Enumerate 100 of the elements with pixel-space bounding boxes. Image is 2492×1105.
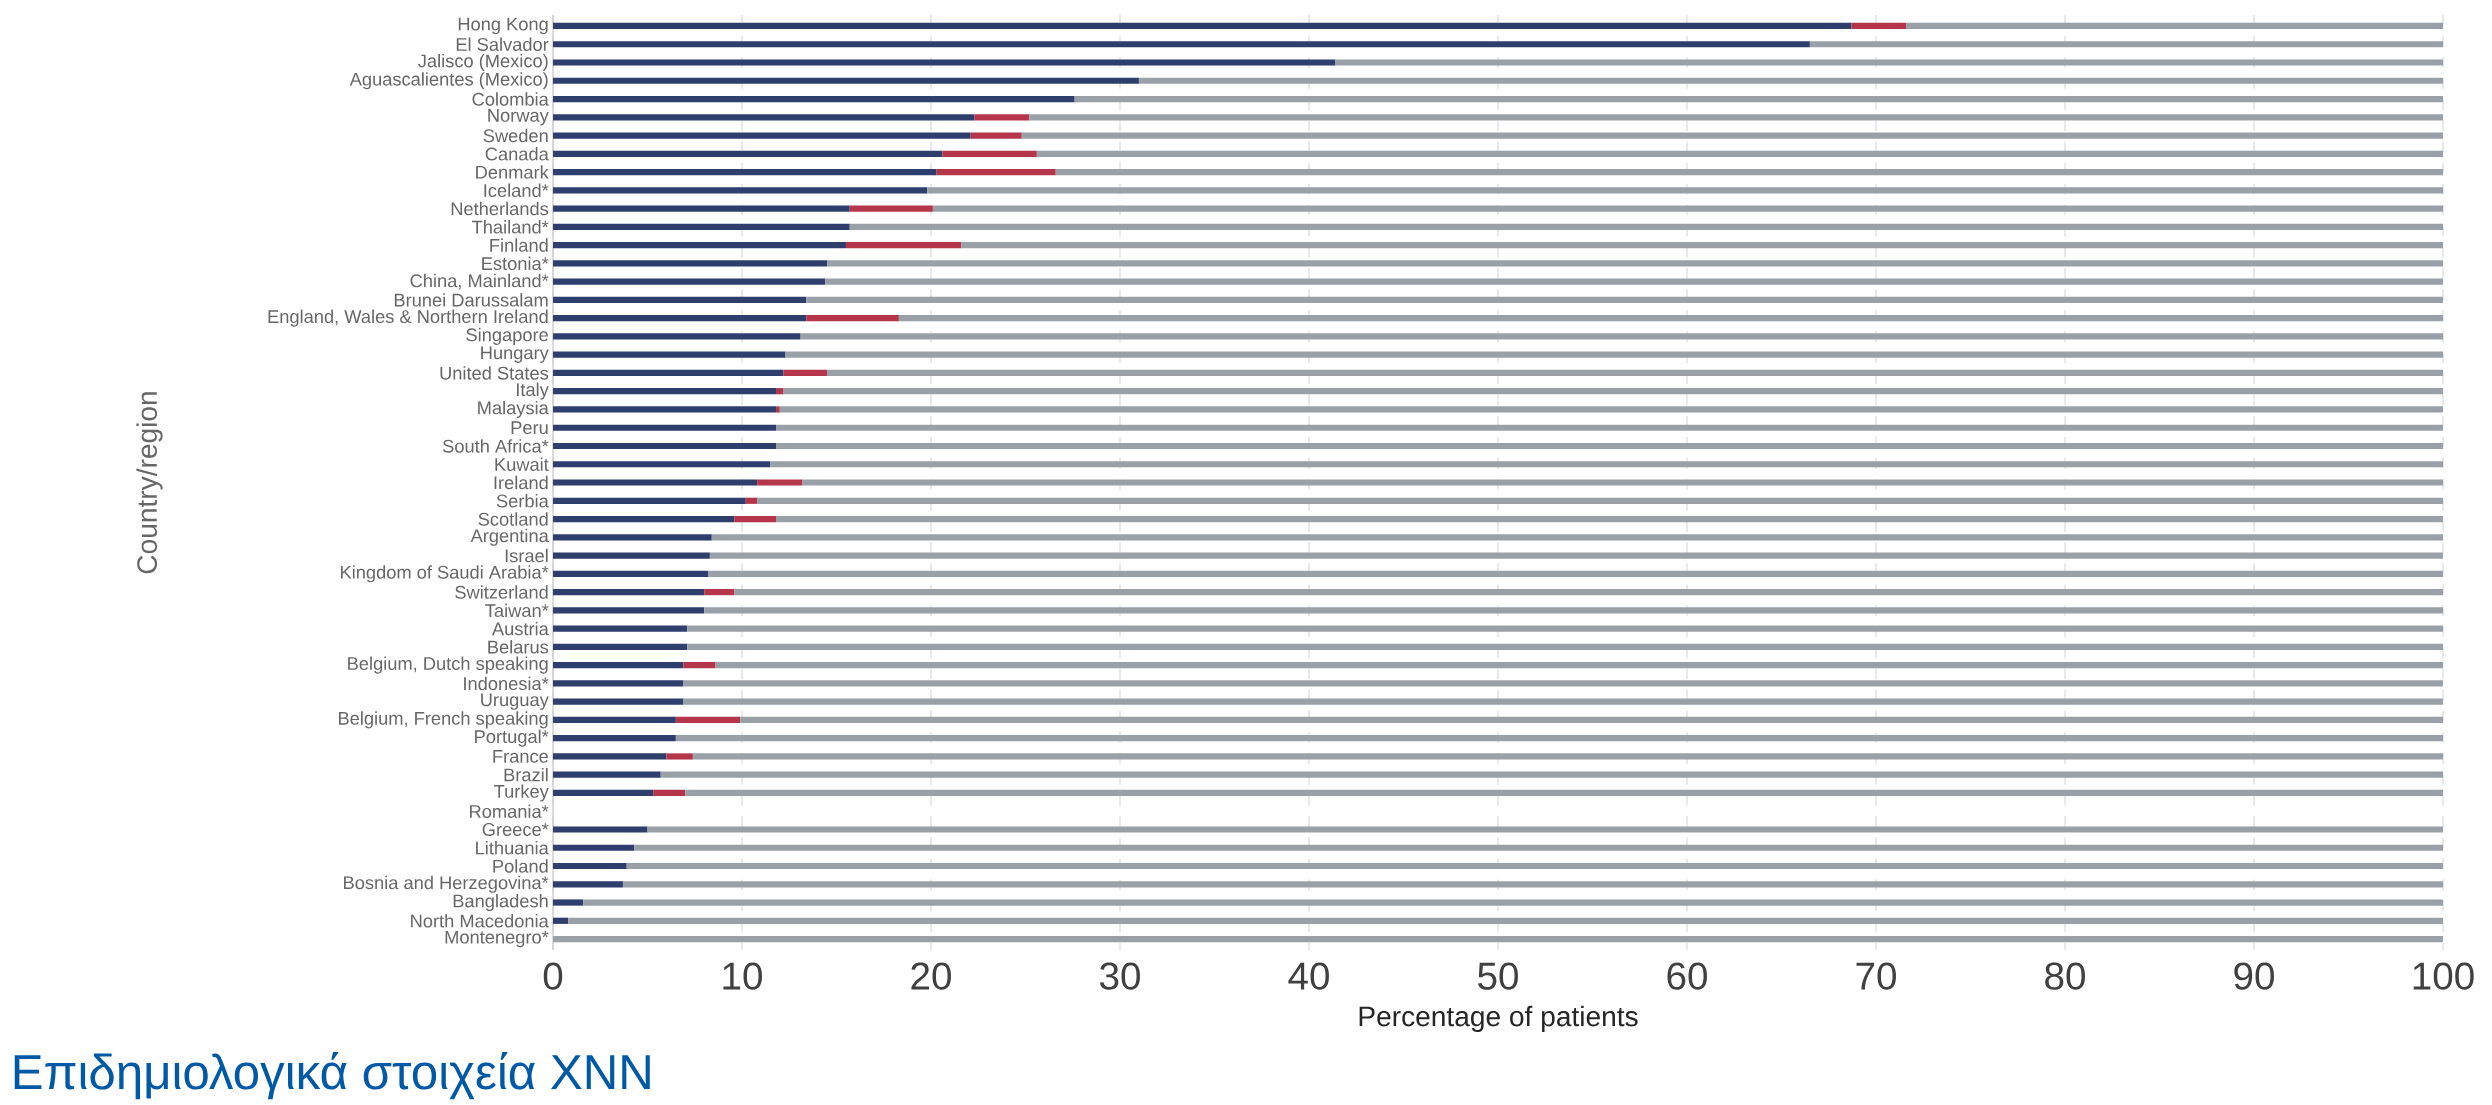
bar — [806, 315, 899, 322]
x-axis-title: Percentage of patients — [1359, 1005, 1638, 1032]
bar — [553, 22, 1852, 30]
bar — [974, 114, 1030, 121]
bar — [1074, 95, 2444, 103]
bar — [961, 242, 2444, 249]
bar — [692, 753, 2444, 760]
bar — [553, 351, 786, 358]
bar — [568, 917, 2444, 924]
bar — [970, 132, 1022, 139]
bar — [776, 515, 2444, 523]
y-tick-label: Switzerland — [455, 585, 548, 599]
bar — [653, 789, 686, 797]
x-tick-label: 60 — [1667, 962, 1707, 990]
bar — [553, 899, 584, 906]
bar — [1021, 132, 2444, 139]
y-tick-label: Norway — [488, 109, 549, 126]
bar — [776, 424, 2444, 431]
bar — [553, 588, 705, 596]
bar — [553, 716, 676, 724]
y-tick-label: Jalisco (Mexico) — [418, 53, 548, 72]
bar — [553, 114, 975, 121]
bar — [553, 826, 648, 833]
y-tick-label: Colombia — [472, 92, 549, 106]
bar — [553, 735, 676, 742]
y-tick-label: Turkey — [494, 784, 549, 802]
bar — [553, 881, 623, 888]
bar — [1809, 41, 2444, 48]
y-tick-label: Brunei Darussalam — [394, 293, 548, 307]
bar — [553, 77, 1139, 84]
bar — [553, 534, 712, 541]
bar — [707, 570, 2444, 577]
x-tick-label: 100 — [2413, 962, 2474, 990]
y-tick-label: Belgium, Dutch speaking — [348, 656, 548, 674]
y-tick-label: Belgium, French speaking — [338, 711, 548, 729]
y-tick-label: Bangladesh — [453, 893, 548, 912]
bar — [553, 406, 777, 413]
bar — [776, 442, 2444, 450]
bar — [783, 388, 2444, 395]
bar — [553, 479, 758, 486]
bar — [827, 260, 2444, 267]
y-tick-label: Peru — [511, 421, 548, 435]
bar — [683, 698, 2444, 705]
bar — [1138, 77, 2444, 84]
bar — [757, 479, 803, 486]
bar — [927, 187, 2444, 194]
x-tick-label: 30 — [1100, 962, 1140, 990]
bar — [770, 461, 2444, 468]
y-tick-label: Montenegro* — [445, 930, 549, 948]
y-tick-label: El Salvador — [456, 37, 549, 51]
y-tick-label: Poland — [493, 859, 548, 873]
bar — [660, 771, 2444, 778]
x-tick-label: 0 — [543, 962, 563, 990]
bar — [785, 351, 2444, 358]
bar — [553, 168, 937, 176]
y-tick-label: Aguascalientes (Mexico) — [349, 72, 548, 90]
y-tick-label: China, Mainland* — [410, 273, 549, 290]
y-tick-label: Hong Kong — [458, 17, 548, 35]
bar — [800, 333, 2444, 340]
bar — [687, 643, 2444, 650]
bar — [553, 570, 708, 577]
y-tick-label: Romania* — [470, 804, 549, 818]
bar — [553, 935, 2444, 943]
bar — [553, 242, 846, 249]
y-tick-label: Ireland — [494, 475, 548, 490]
y-tick-label: Lithuania — [476, 841, 549, 855]
x-tick-label: 40 — [1288, 962, 1329, 990]
bar — [849, 223, 2444, 230]
bar — [898, 315, 2444, 322]
bar — [776, 406, 780, 413]
y-tick-label: Portugal* — [475, 729, 549, 747]
bar — [734, 515, 777, 523]
x-tick-label: 50 — [1478, 962, 1518, 990]
bar — [553, 41, 1810, 48]
bar — [827, 369, 2444, 377]
bar — [553, 278, 826, 285]
y-tick-label: Estonia* — [482, 256, 549, 271]
bar — [553, 59, 1336, 66]
bar — [553, 698, 684, 705]
x-tick-label: 70 — [1856, 962, 1896, 990]
bar — [553, 260, 828, 267]
y-tick-label: Bosnia and Herzegovina* — [344, 875, 549, 893]
bar — [553, 369, 784, 377]
bar — [783, 369, 828, 377]
y-tick-label: United States — [440, 366, 549, 380]
bar — [553, 771, 661, 778]
bar — [553, 132, 971, 139]
bar — [553, 150, 943, 157]
bar — [634, 844, 2444, 851]
y-tick-label: Kingdom of Saudi Arabia* — [340, 565, 549, 583]
bar — [553, 205, 850, 212]
bar — [776, 388, 784, 395]
bar — [683, 662, 716, 669]
bar — [806, 296, 2444, 303]
x-tick-label: 20 — [911, 962, 951, 990]
bar — [553, 662, 684, 669]
bar — [932, 205, 2444, 212]
y-tick-label: Iceland* — [484, 183, 549, 198]
text: Επιδημιολογικά στοιχεία ΧΝΝ — [14, 1052, 650, 1100]
y-tick-label: France — [493, 750, 548, 763]
